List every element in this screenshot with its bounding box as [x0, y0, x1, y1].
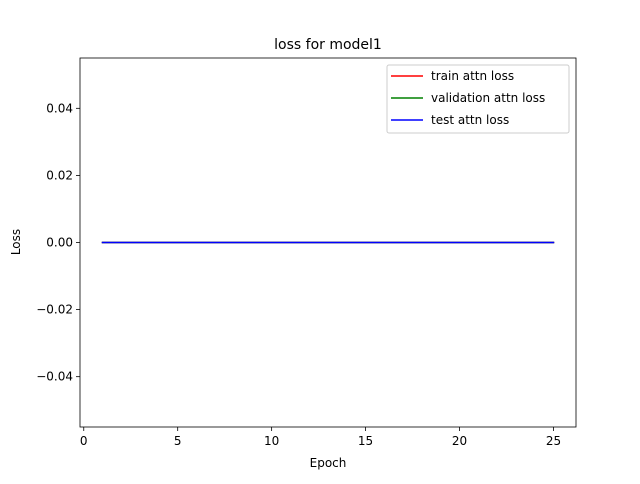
y-tick-label: 0.04 — [46, 101, 73, 115]
y-tick-label: 0.00 — [46, 236, 73, 250]
x-tick-label: 5 — [174, 434, 182, 448]
y-tick-label: 0.02 — [46, 168, 73, 182]
legend-label-3: test attn loss — [431, 113, 509, 127]
y-axis-label: Loss — [9, 229, 23, 255]
legend: train attn loss validation attn loss test … — [386, 64, 570, 134]
chart-title: loss for model1 — [274, 37, 382, 53]
legend-label-1: train attn loss — [431, 69, 514, 83]
legend-box — [386, 64, 570, 134]
x-tick-label: 20 — [452, 434, 467, 448]
y-tick-label: −0.02 — [36, 303, 73, 317]
y-tick-label: −0.04 — [36, 370, 73, 384]
x-axis-label: Epoch — [310, 456, 347, 470]
x-tick-label: 25 — [546, 434, 561, 448]
legend-label-2: validation attn loss — [431, 91, 545, 105]
x-tick-label: 15 — [358, 434, 373, 448]
plot-area: 0 5 10 15 20 25 −0.04 −0.02 0.00 0.02 0.04 — [36, 57, 577, 448]
x-tick-label: 10 — [264, 434, 279, 448]
x-tick-label: 0 — [80, 434, 88, 448]
